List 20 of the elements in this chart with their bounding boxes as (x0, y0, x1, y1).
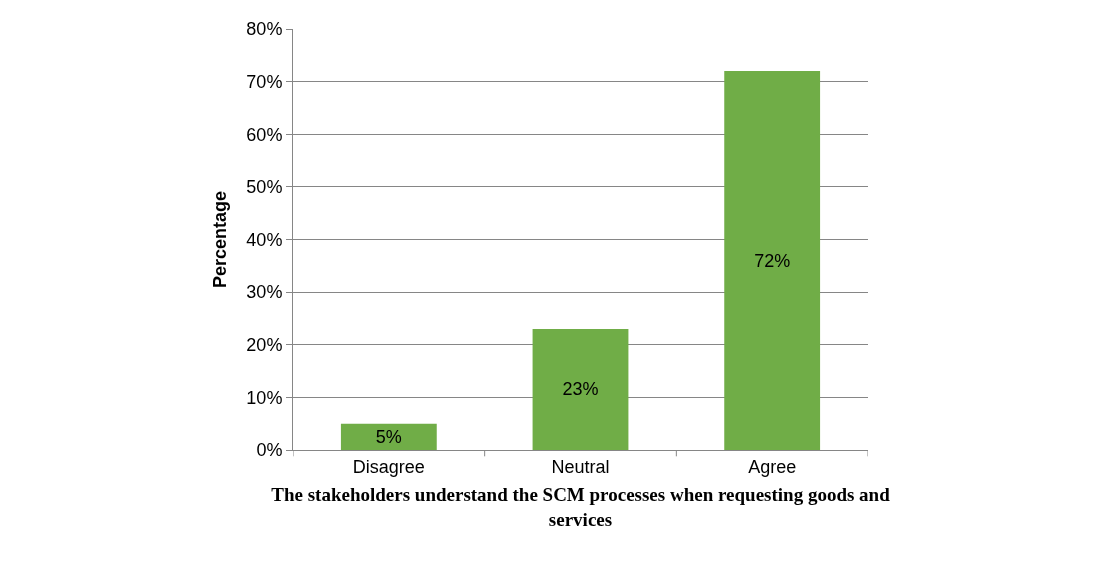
bar (724, 71, 821, 450)
bar (340, 423, 437, 450)
x-tick-label: Disagree (352, 456, 425, 477)
y-tick-label: 20% (246, 335, 283, 356)
y-axis-title: Percentage (209, 190, 230, 289)
data-label: 23% (562, 379, 599, 400)
y-tick-label: 80% (246, 19, 283, 40)
y-tick-label: 0% (256, 440, 283, 461)
x-tick-label: Agree (748, 456, 797, 477)
data-label: 5% (375, 426, 402, 447)
y-tick-label: 10% (246, 387, 283, 408)
y-tick-label: 60% (246, 124, 283, 145)
y-tick-label: 30% (246, 282, 283, 303)
data-label: 72% (754, 250, 791, 271)
y-tick-label: 50% (246, 177, 283, 198)
x-axis-title: The stakeholders understand the SCM processes when requesting goods and services (271, 484, 891, 531)
x-tick-label: Neutral (551, 456, 610, 477)
y-tick-label: 40% (246, 229, 283, 250)
bar (532, 328, 629, 450)
y-tick-label: 70% (246, 71, 283, 92)
